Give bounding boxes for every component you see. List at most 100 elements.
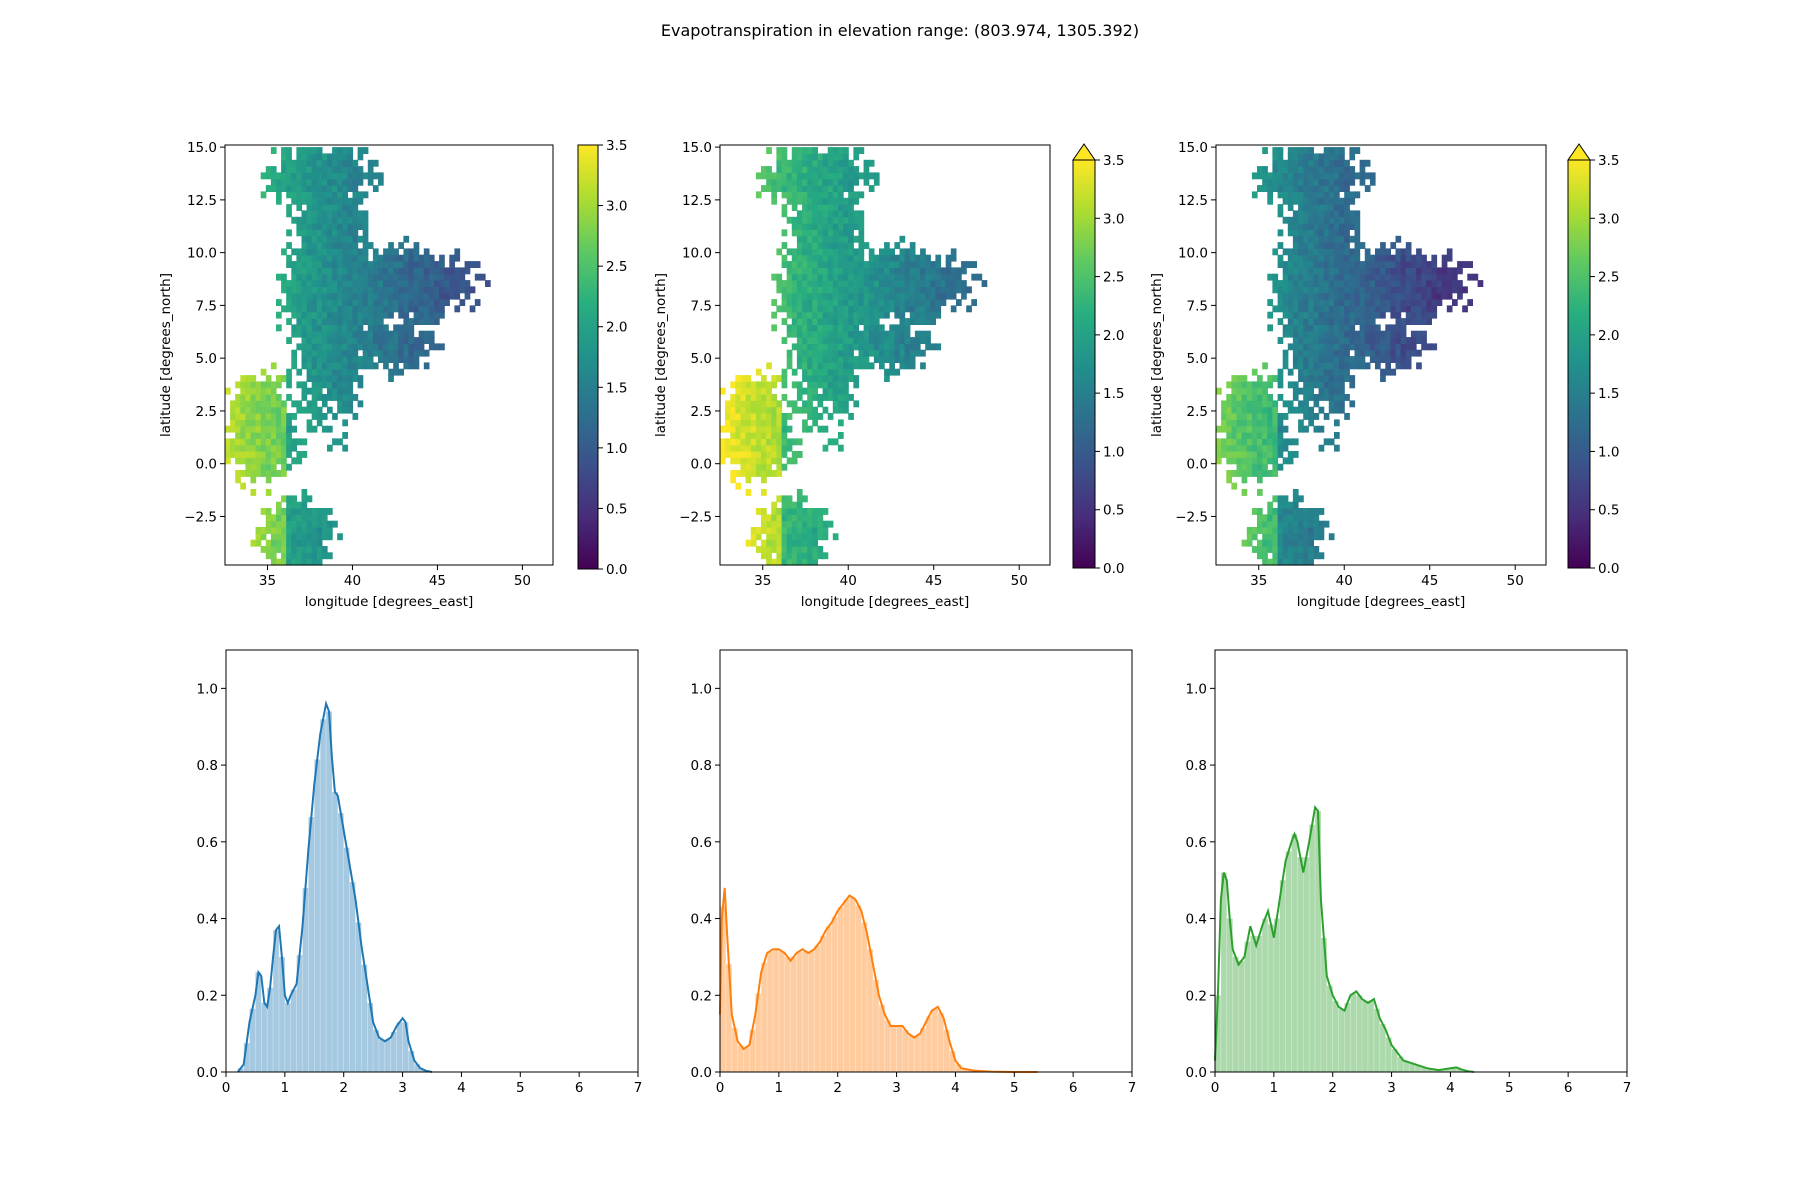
map-cell <box>796 489 803 496</box>
map-cell <box>802 356 808 363</box>
map-cell <box>296 216 303 224</box>
map-cell <box>1287 343 1294 351</box>
map-cell <box>403 343 410 351</box>
map-cell <box>1313 153 1320 161</box>
map-cell <box>316 178 323 186</box>
map-cell <box>1298 273 1304 281</box>
map-cell <box>413 356 420 363</box>
map-cell <box>332 280 338 287</box>
map-cell <box>1380 280 1386 287</box>
map-cell <box>342 444 348 452</box>
map-cell <box>265 166 272 173</box>
map-cell <box>791 292 798 300</box>
map-cell <box>838 337 844 344</box>
map-cell <box>321 273 328 281</box>
map-cell <box>1323 191 1330 199</box>
map-cell <box>1354 242 1361 249</box>
map-cell <box>884 343 890 351</box>
map-cell <box>1339 185 1345 192</box>
map-cell <box>1303 229 1309 237</box>
map-cell <box>337 191 343 199</box>
map-cell <box>1241 489 1248 496</box>
map-cell <box>1349 178 1356 186</box>
y-tick-label: 5.0 <box>691 351 712 367</box>
map-cell <box>1303 324 1309 332</box>
map-cell <box>848 178 854 186</box>
y-tick-label: 0.0 <box>197 1065 218 1081</box>
map-cell <box>1395 280 1402 287</box>
map-cell <box>1416 254 1422 262</box>
map-cell <box>1385 292 1391 300</box>
map-cell <box>1349 172 1356 180</box>
map-cell <box>925 254 931 262</box>
map-cell <box>1277 394 1284 401</box>
map-cell <box>817 413 824 420</box>
map-cell <box>1277 159 1284 167</box>
map-cell <box>796 337 803 344</box>
map-cell <box>735 387 742 395</box>
map-cell <box>1323 318 1330 325</box>
map-cell <box>286 368 292 376</box>
map-cell <box>853 147 860 154</box>
map-cell <box>1334 235 1340 243</box>
map-cell <box>786 185 793 192</box>
map-cell <box>873 280 880 287</box>
map-cell <box>740 432 747 439</box>
map-cell <box>347 362 354 370</box>
map-cell <box>1349 254 1356 262</box>
map-cell <box>730 444 736 452</box>
map-cell <box>327 330 333 338</box>
map-cell <box>393 324 399 332</box>
map-cell <box>1221 444 1227 452</box>
map-cell <box>1318 311 1325 319</box>
map-cell <box>1369 299 1376 306</box>
map-cell <box>858 280 865 287</box>
map-cell <box>1308 172 1314 180</box>
map-cell <box>265 451 272 458</box>
map-cell <box>745 375 752 382</box>
map-cell <box>372 273 379 281</box>
map-cell <box>812 318 818 325</box>
map-cell <box>1303 527 1309 534</box>
map-cell <box>1313 381 1320 389</box>
y-tick-label: 0.2 <box>197 988 218 1004</box>
map-cell <box>843 242 849 249</box>
map-cell <box>843 311 849 319</box>
map-cell <box>1231 387 1238 395</box>
map-cell <box>255 463 262 471</box>
map-cell <box>889 324 895 332</box>
map-cell <box>1277 166 1284 173</box>
map-cell <box>822 318 829 325</box>
map-cell <box>301 343 308 351</box>
map-cell <box>408 261 415 268</box>
map-cell <box>265 438 272 446</box>
map-cell <box>1339 381 1345 389</box>
map-cell <box>1405 305 1412 313</box>
map-cell <box>260 381 267 389</box>
map-cell <box>1328 153 1335 161</box>
map-cell <box>342 273 348 281</box>
map-cell <box>771 514 777 522</box>
map-cell <box>781 229 788 237</box>
map-cell <box>858 292 865 300</box>
map-cell <box>245 375 252 382</box>
map-cell <box>858 343 865 351</box>
map-cell <box>1323 343 1330 351</box>
map-cell <box>776 159 783 167</box>
map-cell <box>1359 172 1366 180</box>
map-cell <box>291 330 297 338</box>
y-tick-label: 0.0 <box>1187 457 1208 473</box>
map-cell <box>1369 178 1376 186</box>
map-cell <box>914 254 921 262</box>
map-cell <box>265 444 272 452</box>
map-cell <box>827 324 834 332</box>
map-cell <box>327 261 333 268</box>
x-tick-label: 35 <box>754 573 771 589</box>
map-cell <box>1267 520 1273 528</box>
map-cell <box>827 438 834 446</box>
map-cell <box>423 248 430 256</box>
map-cell <box>796 178 803 186</box>
map-cell <box>822 520 829 528</box>
map-cell <box>730 476 736 484</box>
map-cell <box>245 413 252 420</box>
